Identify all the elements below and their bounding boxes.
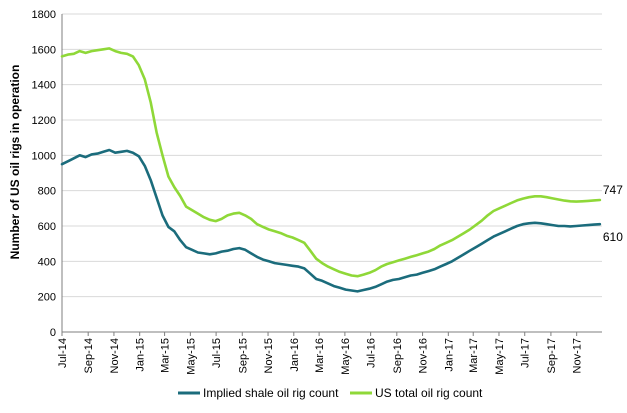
x-tick-label: Sep-14 bbox=[83, 338, 95, 373]
legend: Implied shale oil rig count US total oil … bbox=[178, 386, 483, 400]
gridlines bbox=[62, 13, 602, 298]
legend-label: US total oil rig count bbox=[375, 386, 483, 400]
x-tick-label: Jul-17 bbox=[520, 338, 532, 368]
x-tick-label: Nov-15 bbox=[263, 338, 275, 373]
axes: 0 200 400 600 800 1000 1200 1400 1600 1800 Jul-14 S… bbox=[32, 9, 602, 375]
y-tick-label: 1000 bbox=[32, 150, 56, 162]
y-axis-label: Number of US oil rigs in operation bbox=[8, 65, 22, 260]
x-tick-label: May-16 bbox=[340, 338, 352, 375]
y-tick-label: 400 bbox=[38, 256, 56, 268]
series-line-us-total bbox=[60, 47, 602, 278]
x-tick-label: Jan-16 bbox=[289, 338, 301, 372]
end-value-label: 610 bbox=[603, 230, 623, 244]
x-tick-label: Jul-16 bbox=[366, 338, 378, 368]
x-tick-label: Jul-15 bbox=[211, 338, 223, 368]
x-tick-label: Mar-17 bbox=[468, 338, 480, 373]
y-tick-label: 200 bbox=[38, 292, 56, 304]
y-tick-label: 1400 bbox=[32, 80, 56, 92]
y-tick-label: 800 bbox=[38, 186, 56, 198]
y-tick-label: 1200 bbox=[32, 115, 56, 127]
series-lines bbox=[60, 47, 602, 293]
x-tick-label: Nov-17 bbox=[572, 338, 584, 373]
series-line-implied-shale bbox=[60, 148, 602, 293]
end-labels: 610 747 bbox=[603, 183, 623, 244]
x-tick-label: Jul-14 bbox=[57, 338, 69, 368]
y-tick-label: 0 bbox=[50, 327, 56, 339]
x-tick-label: Nov-16 bbox=[418, 338, 430, 373]
y-tick-label: 1800 bbox=[32, 9, 56, 21]
x-tick-label: May-17 bbox=[494, 338, 506, 375]
x-tick-label: Mar-16 bbox=[314, 338, 326, 373]
x-tick-label: Sep-17 bbox=[546, 338, 558, 373]
x-tick-label: May-15 bbox=[185, 338, 197, 375]
x-tick-label: Mar-15 bbox=[160, 338, 172, 373]
y-tick-label: 600 bbox=[38, 221, 56, 233]
x-tick-label: Sep-16 bbox=[392, 338, 404, 373]
legend-label: Implied shale oil rig count bbox=[203, 386, 339, 400]
x-tick-label: Nov-14 bbox=[109, 338, 121, 373]
x-tick-label: Jan-17 bbox=[443, 338, 455, 372]
x-tick-label: Jan-15 bbox=[135, 338, 147, 372]
x-tick-label: Sep-15 bbox=[237, 338, 249, 373]
y-tick-label: 1600 bbox=[32, 44, 56, 56]
end-value-label: 747 bbox=[603, 183, 623, 197]
